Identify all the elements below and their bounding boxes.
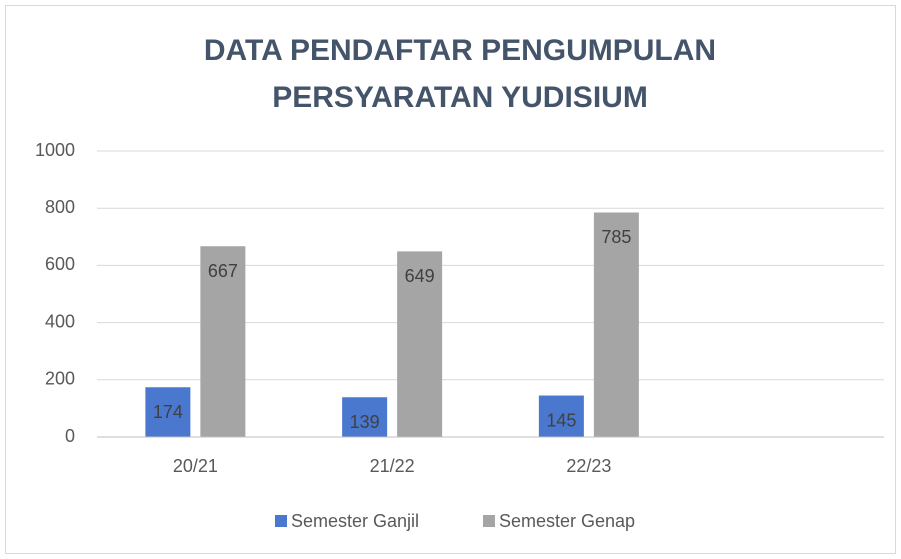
bar (538, 395, 584, 437)
y-tick-label: 400 (45, 311, 75, 331)
x-tick-label: 21/22 (370, 456, 415, 476)
x-tick-label: 22/23 (566, 456, 611, 476)
legend-label: Semester Ganjil (291, 511, 419, 531)
legend-label: Semester Genap (499, 511, 635, 531)
data-label: 174 (153, 402, 183, 422)
data-label: 667 (208, 261, 238, 281)
data-label: 649 (405, 266, 435, 286)
data-label: 145 (546, 410, 576, 430)
y-tick-label: 0 (65, 426, 75, 446)
bar (145, 387, 191, 437)
y-tick-label: 200 (45, 369, 75, 389)
legend-swatch (275, 515, 287, 527)
bar (593, 212, 639, 437)
x-tick-label: 20/21 (173, 456, 218, 476)
data-label: 785 (601, 227, 631, 247)
y-tick-label: 600 (45, 254, 75, 274)
y-tick-label: 800 (45, 197, 75, 217)
legend-swatch (483, 515, 495, 527)
data-label: 139 (350, 412, 380, 432)
bar (397, 251, 443, 437)
bar (200, 246, 246, 437)
y-tick-label: 1000 (35, 140, 75, 160)
bar (342, 397, 388, 437)
chart-title: DATA PENDAFTAR PENGUMPULAN PERSYARATAN Y… (203, 34, 717, 114)
chart-border (5, 5, 896, 554)
